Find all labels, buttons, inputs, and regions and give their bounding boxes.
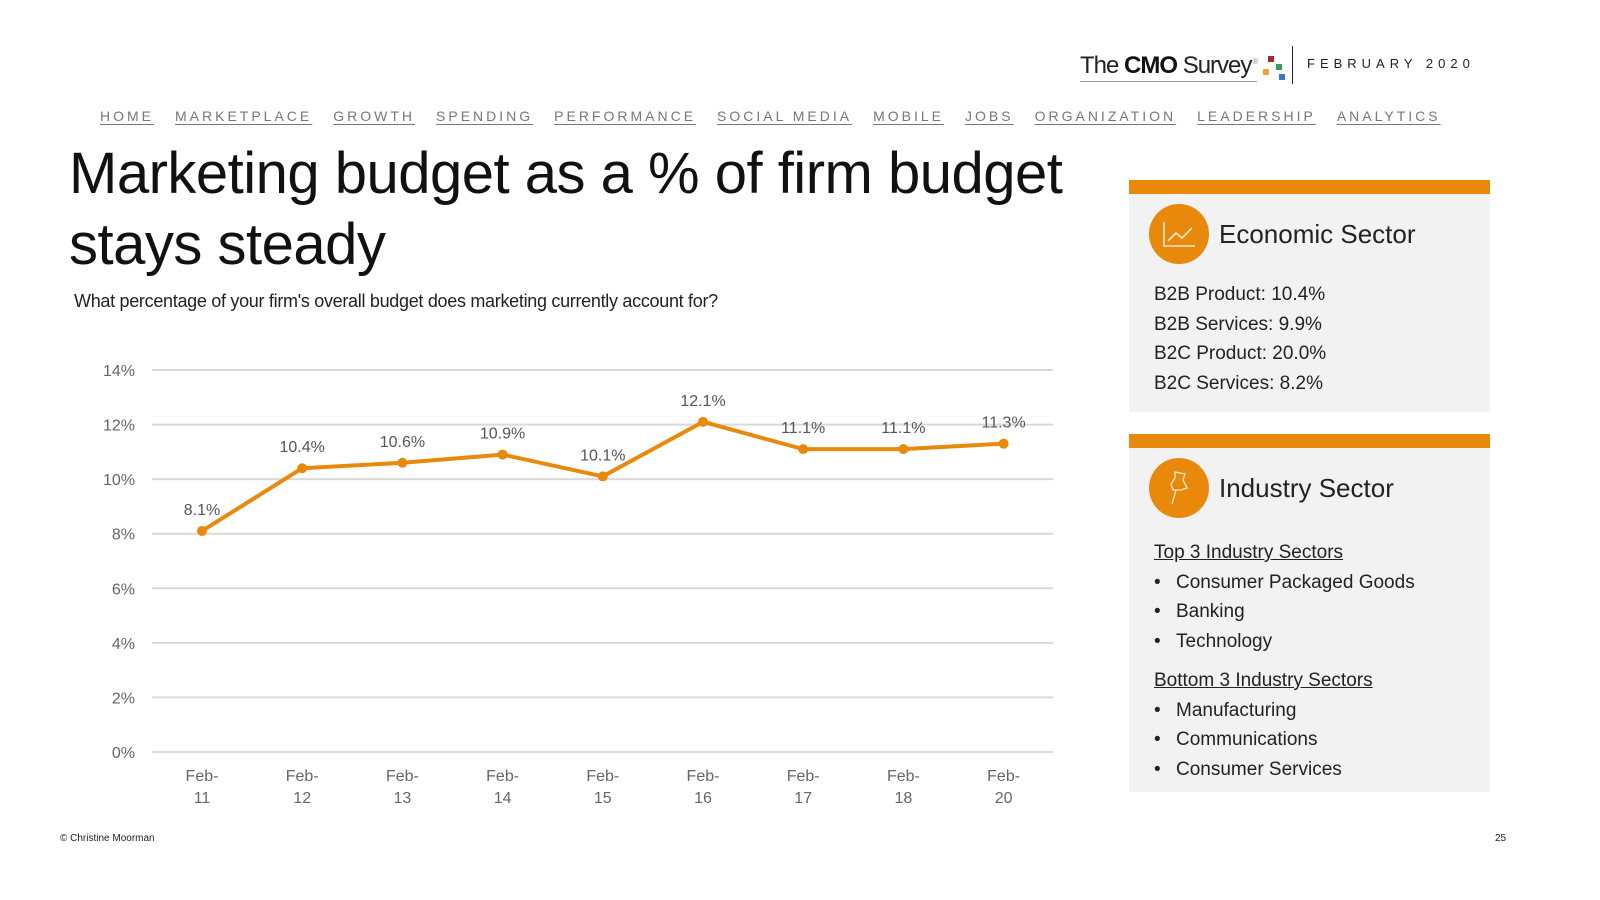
data-point xyxy=(397,457,408,468)
line-chart-icon xyxy=(1149,204,1209,264)
logo-text: The CMO Survey® xyxy=(1080,48,1258,82)
x-tick-label: Feb- xyxy=(486,768,519,785)
data-point xyxy=(297,463,308,474)
y-tick-label: 2% xyxy=(112,690,135,707)
y-tick-label: 8% xyxy=(112,527,135,544)
y-tick-label: 10% xyxy=(103,472,135,489)
y-tick-label: 14% xyxy=(103,363,135,380)
nav-spending[interactable]: SPENDING xyxy=(436,108,534,124)
economic-item: B2C Services: 8.2% xyxy=(1154,372,1323,394)
x-tick-label: 15 xyxy=(594,790,612,807)
nav-growth[interactable]: GROWTH xyxy=(333,108,416,124)
y-tick-label: 4% xyxy=(112,636,135,653)
data-label: 10.1% xyxy=(580,447,625,464)
y-tick-label: 6% xyxy=(112,581,135,598)
pushpin-icon xyxy=(1149,458,1209,518)
top-sectors-list: • Consumer Packaged Goods • Banking • Techn… xyxy=(1154,568,1490,657)
y-tick-label: 0% xyxy=(112,745,135,762)
data-label: 10.4% xyxy=(280,439,325,456)
list-item: • Technology xyxy=(1154,630,1273,652)
data-point xyxy=(497,449,508,460)
data-labels: 8.1% 10.4% 10.6% 10.9% 10.1% 12.1% 11.1% 11.1% 1… xyxy=(184,393,1026,519)
cmo-survey-logo: The CMO Survey® xyxy=(1080,48,1287,82)
data-point xyxy=(197,525,207,536)
report-date: FEBRUARY 2020 xyxy=(1307,56,1475,71)
x-tick-label: Feb- xyxy=(687,768,720,785)
economic-item: B2C Product: 20.0% xyxy=(1154,343,1327,364)
economic-item: B2B Services: 9.9% xyxy=(1154,313,1322,335)
nav-performance[interactable]: PERFORMANCE xyxy=(554,108,697,124)
series-points xyxy=(197,416,1009,536)
x-tick-label: 13 xyxy=(394,790,412,807)
y-axis-ticks: 0% 2% 4% 6% 8% 10% 12% 14% xyxy=(103,363,135,762)
header-divider xyxy=(1292,46,1293,84)
data-point xyxy=(597,471,608,482)
data-point xyxy=(998,438,1009,449)
data-label: 10.9% xyxy=(480,426,525,443)
data-label: 11.3% xyxy=(982,415,1026,432)
x-tick-label: 18 xyxy=(895,790,913,807)
nav-home[interactable]: HOME xyxy=(100,108,154,124)
data-point xyxy=(698,416,708,427)
gridlines xyxy=(152,369,1053,753)
x-tick-label: Feb- xyxy=(586,768,619,785)
page-title: Marketing budget as a % of firm budget s… xyxy=(69,141,1063,277)
list-item: • Communications xyxy=(1154,729,1318,750)
industry-sector-panel: Industry Sector Top 3 Industry Sectors •… xyxy=(1129,434,1490,792)
data-label: 10.6% xyxy=(380,434,425,451)
logo-squares-icon xyxy=(1259,52,1287,82)
data-label: 11.1% xyxy=(781,420,825,437)
panel-accent-bar xyxy=(1129,180,1490,194)
top-sectors-heading: Top 3 Industry Sectors xyxy=(1154,542,1344,563)
copyright: © Christine Moorman xyxy=(60,833,155,844)
nav-mobile[interactable]: MOBILE xyxy=(873,108,945,124)
bottom-sectors-heading: Bottom 3 Industry Sectors xyxy=(1154,670,1373,691)
x-tick-label: Feb- xyxy=(386,768,419,785)
page-number: 25 xyxy=(1495,833,1507,844)
list-item: • Manufacturing xyxy=(1154,699,1297,721)
data-label: 12.1% xyxy=(680,393,725,410)
industry-sector-title: Industry Sector xyxy=(1219,472,1394,503)
data-label: 8.1% xyxy=(184,502,220,519)
economic-sector-title: Economic Sector xyxy=(1219,218,1416,249)
list-item: • Consumer Services xyxy=(1154,758,1342,780)
panel-accent-bar xyxy=(1129,434,1490,448)
nav-organization[interactable]: ORGANIZATION xyxy=(1034,108,1177,124)
x-tick-label: 20 xyxy=(995,790,1013,807)
x-tick-label: 11 xyxy=(194,790,211,807)
y-tick-label: 12% xyxy=(103,418,135,435)
data-label: 11.1% xyxy=(881,420,925,437)
economic-item: B2B Product: 10.4% xyxy=(1154,284,1326,305)
data-point xyxy=(898,444,909,455)
x-tick-label: Feb- xyxy=(286,768,319,785)
x-axis-ticks: Feb- 11 Feb- 12 Feb- 13 Feb- 14 Feb- 15 Feb- 16 Feb-… xyxy=(186,768,1021,807)
x-tick-label: 12 xyxy=(293,790,311,807)
nav-social-media[interactable]: SOCIAL MEDIA xyxy=(717,108,853,124)
nav-jobs[interactable]: JOBS xyxy=(965,108,1014,124)
data-point xyxy=(798,444,809,455)
x-tick-label: 16 xyxy=(694,790,712,807)
x-tick-label: 14 xyxy=(494,790,512,807)
top-nav: HOME MARKETPLACE GROWTH SPENDING PERFORM… xyxy=(100,108,1462,124)
x-tick-label: Feb- xyxy=(787,768,820,785)
survey-question: What percentage of your firm's overall b… xyxy=(74,291,718,311)
x-tick-label: Feb- xyxy=(987,768,1020,785)
list-item: • Consumer Packaged Goods xyxy=(1154,571,1415,593)
nav-analytics[interactable]: ANALYTICS xyxy=(1336,108,1441,124)
bottom-sectors-list: • Manufacturing • Communications • Consumer… xyxy=(1154,696,1490,785)
nav-leadership[interactable]: LEADERSHIP xyxy=(1197,108,1316,124)
x-tick-label: Feb- xyxy=(186,768,219,785)
line-chart: 0%2%4%6%8%10%12%14% Feb-11Feb-12Feb-13Fe… xyxy=(103,363,1053,807)
nav-marketplace[interactable]: MARKETPLACE xyxy=(175,108,313,124)
x-tick-label: 17 xyxy=(794,790,812,807)
x-tick-label: Feb- xyxy=(887,768,920,785)
list-item: • Banking xyxy=(1154,601,1245,622)
economic-sector-panel: Economic Sector B2B Product: 10.4% B2B S… xyxy=(1129,180,1490,412)
